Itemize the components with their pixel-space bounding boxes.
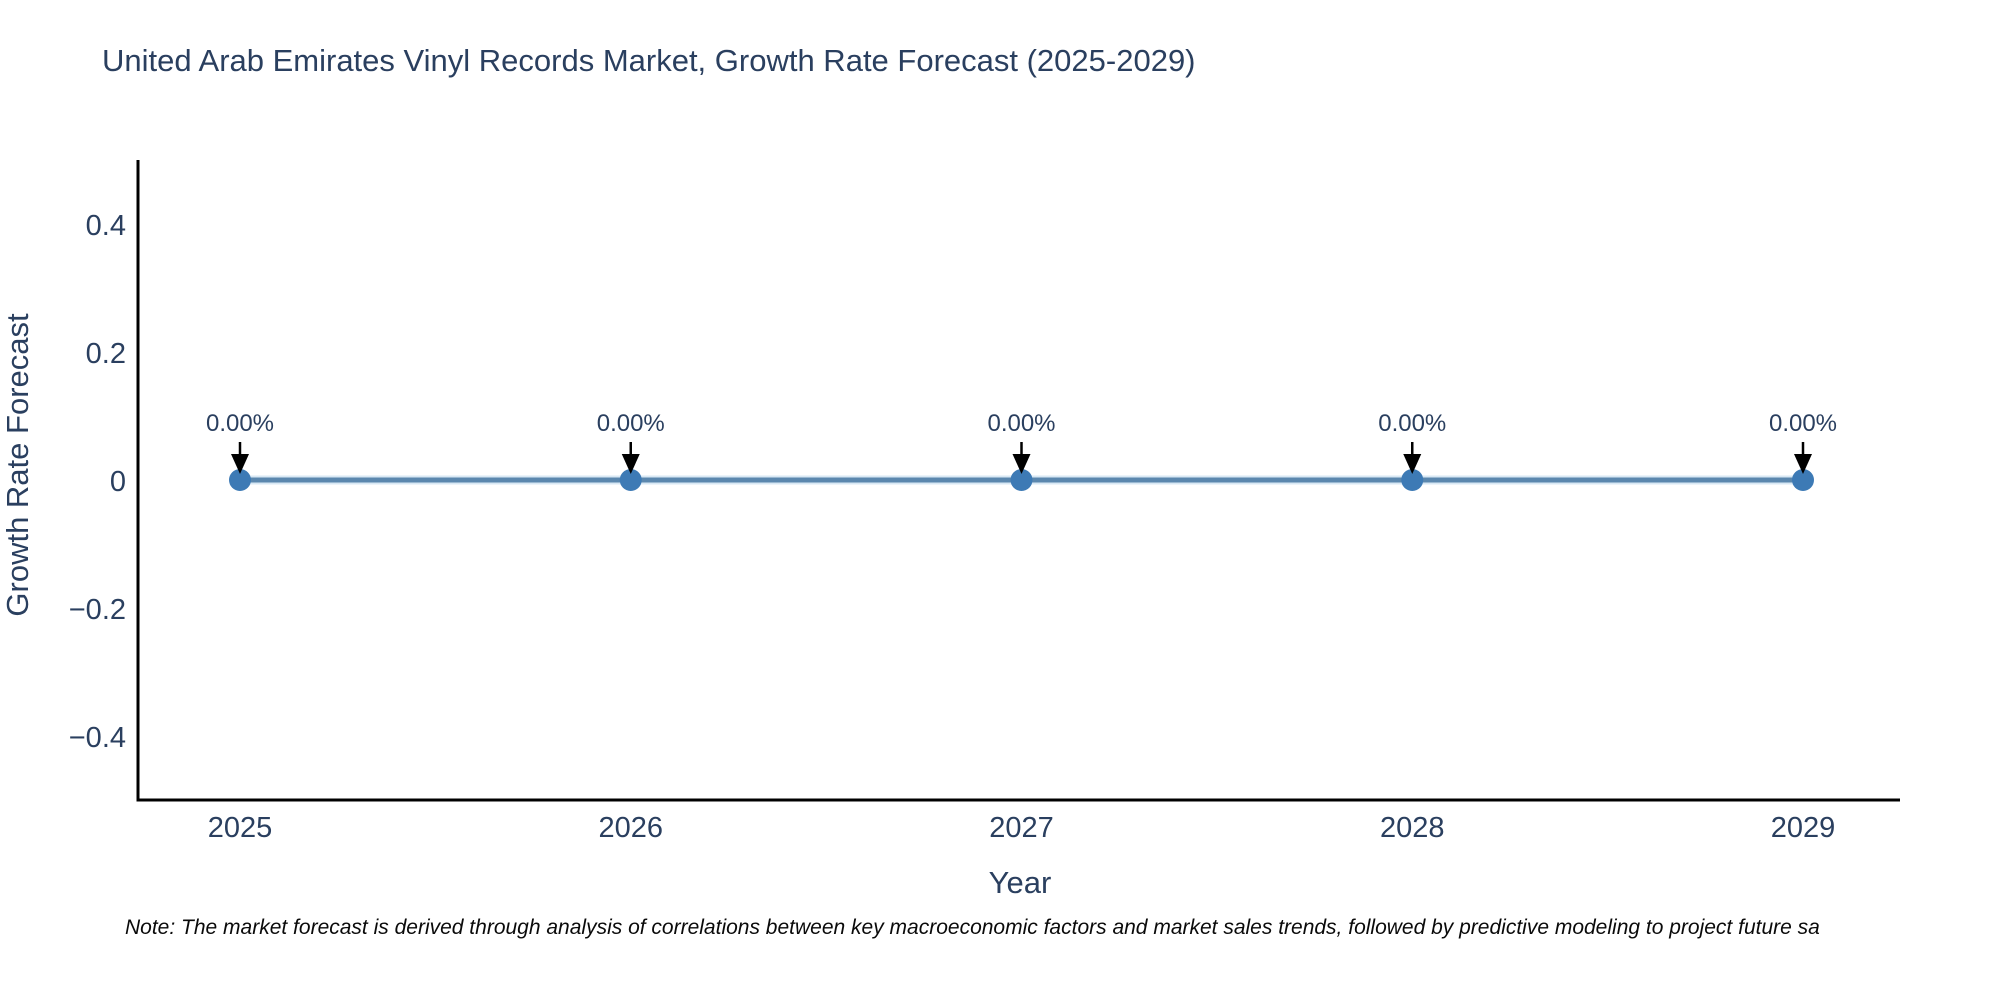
axes-spines (136, 160, 1900, 802)
point-label: 0.00% (597, 410, 665, 437)
data-point-marker (229, 469, 251, 491)
point-label: 0.00% (987, 410, 1055, 437)
annotation-arrowhead-icon (231, 454, 249, 474)
data-point-marker (1792, 469, 1814, 491)
annotation-arrowhead-icon (1403, 454, 1422, 474)
point-label: 0.00% (1378, 410, 1446, 437)
footnote: Note: The market forecast is derived thr… (125, 916, 1820, 939)
x-tick-label: 2029 (1771, 812, 1836, 844)
y-tick-label: −0.2 (69, 594, 126, 626)
annotation-arrowhead-icon (1794, 454, 1812, 474)
point-label: 0.00% (206, 410, 274, 437)
y-tick-label: 0.4 (86, 210, 126, 242)
data-point-marker (619, 469, 642, 491)
y-axis-label: Growth Rate Forecast (0, 313, 35, 617)
y-tick-label: −0.4 (69, 722, 126, 754)
x-axis-label: Year (989, 865, 1052, 900)
y-tick-label: 0 (110, 466, 126, 498)
data-point-marker (1401, 469, 1424, 491)
y-tick-label: 0.2 (86, 338, 126, 370)
point-label: 0.00% (1769, 410, 1837, 437)
x-tick-label: 2028 (1380, 812, 1445, 844)
x-tick-label: 2027 (989, 812, 1054, 844)
annotation-arrowhead-icon (1012, 454, 1031, 474)
annotation-arrowhead-icon (621, 454, 640, 474)
chart-title: United Arab Emirates Vinyl Records Marke… (102, 43, 1196, 78)
x-tick-label: 2026 (598, 812, 663, 844)
x-tick-label: 2025 (208, 812, 273, 844)
data-point-marker (1010, 469, 1033, 491)
